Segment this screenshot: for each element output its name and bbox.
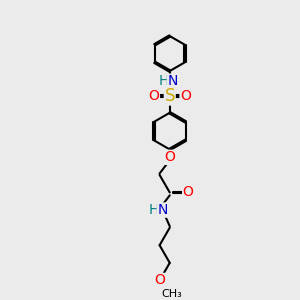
Text: O: O xyxy=(154,273,165,287)
Text: N: N xyxy=(157,203,168,217)
Text: N: N xyxy=(167,74,178,88)
Text: O: O xyxy=(164,150,175,164)
Text: S: S xyxy=(164,87,175,105)
Text: O: O xyxy=(183,185,194,200)
Text: O: O xyxy=(148,89,159,103)
Text: O: O xyxy=(180,89,191,103)
Text: CH₃: CH₃ xyxy=(161,289,182,299)
Text: H: H xyxy=(148,203,159,217)
Text: H: H xyxy=(158,74,169,88)
